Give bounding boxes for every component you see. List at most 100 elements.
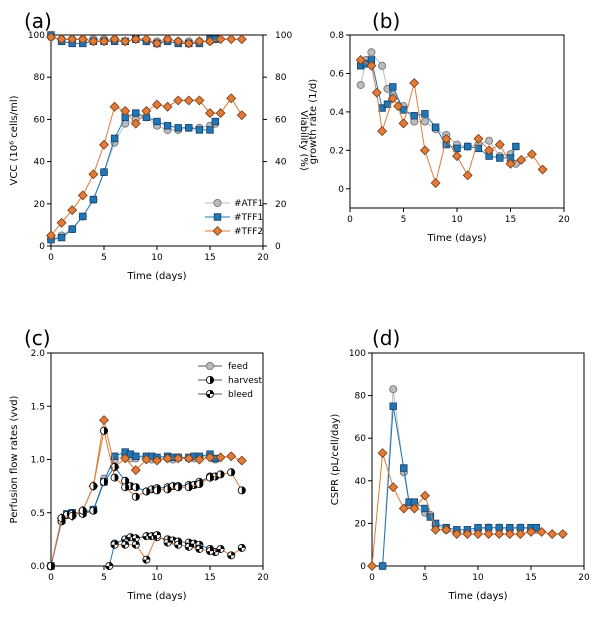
legend-label: harvest	[228, 376, 262, 386]
y-tick-label: 0.4	[330, 108, 345, 118]
data-point	[120, 105, 131, 116]
data-point	[389, 385, 398, 394]
x-tick-label: 10	[151, 573, 163, 583]
data-point	[420, 490, 430, 501]
series-4	[47, 426, 246, 571]
data-point	[99, 415, 109, 426]
data-point	[141, 105, 152, 116]
data-point	[494, 139, 505, 150]
data-point	[205, 473, 214, 482]
data-point	[430, 178, 441, 188]
data-point	[89, 506, 98, 515]
data-point	[194, 454, 205, 465]
data-point	[393, 101, 404, 112]
data-point	[110, 134, 119, 143]
data-point	[237, 543, 246, 552]
data-point	[99, 36, 109, 47]
y-tick-label: 20	[34, 200, 46, 210]
y2-axis-title: Viability (%)	[298, 110, 309, 171]
y-tick-label: 60	[355, 434, 367, 444]
data-point	[227, 551, 236, 560]
data-point	[441, 524, 452, 535]
data-point	[120, 453, 131, 464]
data-point	[205, 389, 214, 398]
data-point	[173, 36, 184, 47]
data-point	[463, 142, 472, 151]
data-point	[504, 529, 515, 540]
legend: #ATF1 #TFF1 #TFF2	[205, 198, 263, 237]
x-tick-label: 15	[505, 215, 516, 225]
data-point	[109, 101, 120, 112]
series-2	[355, 55, 548, 188]
data-point	[194, 95, 205, 106]
data-point	[205, 375, 214, 384]
data-point	[206, 126, 214, 134]
data-point	[516, 154, 527, 165]
data-point	[121, 476, 130, 485]
data-point	[47, 562, 56, 571]
x-tick-label: 0	[48, 573, 54, 583]
series-5	[46, 32, 247, 49]
data-point	[420, 117, 429, 126]
data-point	[205, 361, 214, 370]
data-point	[163, 122, 172, 130]
data-point	[174, 483, 183, 492]
data-point	[389, 402, 397, 410]
data-point	[441, 133, 452, 144]
data-point	[195, 479, 204, 488]
data-point	[163, 485, 172, 494]
chart-panel-c: 0 5 10 15 20 0.0 0.5 1.0 1.5 2.0 Time (days) Perfus…	[9, 326, 269, 602]
x-axis-title: Time (days)	[426, 233, 486, 244]
data-point	[195, 126, 204, 134]
data-point	[163, 538, 172, 547]
series-line	[50, 112, 216, 241]
data-point	[485, 136, 494, 145]
x-tick-label: 0	[48, 253, 54, 263]
data-point	[120, 36, 131, 47]
data-point	[462, 170, 473, 181]
data-point	[183, 95, 194, 106]
chart-panel-a: 0 5 10 15 20 0 20 40 60 80 100 0 20 40 60 80 100 Time (da…	[9, 9, 309, 282]
y-tick-label: 0	[360, 562, 366, 572]
data-point	[121, 119, 130, 128]
x-tick-label: 5	[401, 215, 407, 225]
y-tick-label: 100	[28, 31, 45, 41]
y-tick-label: 40	[34, 158, 46, 168]
data-point	[537, 164, 548, 175]
data-point	[100, 477, 109, 486]
y-axis-title: CSPR (pL/cell/day)	[330, 414, 341, 506]
data-point	[377, 448, 388, 459]
y-tick-label: 60	[34, 115, 46, 125]
data-point	[215, 452, 226, 463]
y-tick-label: 100	[349, 349, 366, 359]
data-point	[421, 110, 429, 118]
data-point	[236, 110, 247, 121]
data-point	[130, 118, 141, 129]
x-tick-label: 15	[525, 573, 536, 583]
data-point	[355, 55, 366, 65]
data-point	[121, 540, 130, 549]
data-point	[398, 503, 409, 514]
series-1	[356, 56, 520, 162]
data-point	[162, 453, 173, 464]
y-tick-label: 80	[355, 392, 367, 402]
legend: feed harvest bleed	[198, 361, 262, 400]
data-point	[226, 451, 237, 462]
series-0	[47, 113, 220, 244]
data-point	[68, 511, 77, 520]
series-line	[50, 116, 216, 241]
data-point	[515, 529, 526, 540]
data-point	[131, 483, 140, 492]
y2-tick-label: 0	[275, 242, 281, 252]
y2-tick-label: 100	[275, 31, 292, 41]
data-point	[452, 151, 462, 162]
data-point	[473, 529, 483, 540]
data-point	[56, 34, 67, 45]
x-tick-label: 5	[101, 573, 107, 583]
y-tick-label: 0	[39, 242, 45, 252]
data-point	[227, 468, 236, 477]
data-point	[131, 492, 140, 501]
data-point	[89, 195, 98, 204]
series-6	[110, 531, 246, 564]
data-point	[205, 452, 215, 463]
